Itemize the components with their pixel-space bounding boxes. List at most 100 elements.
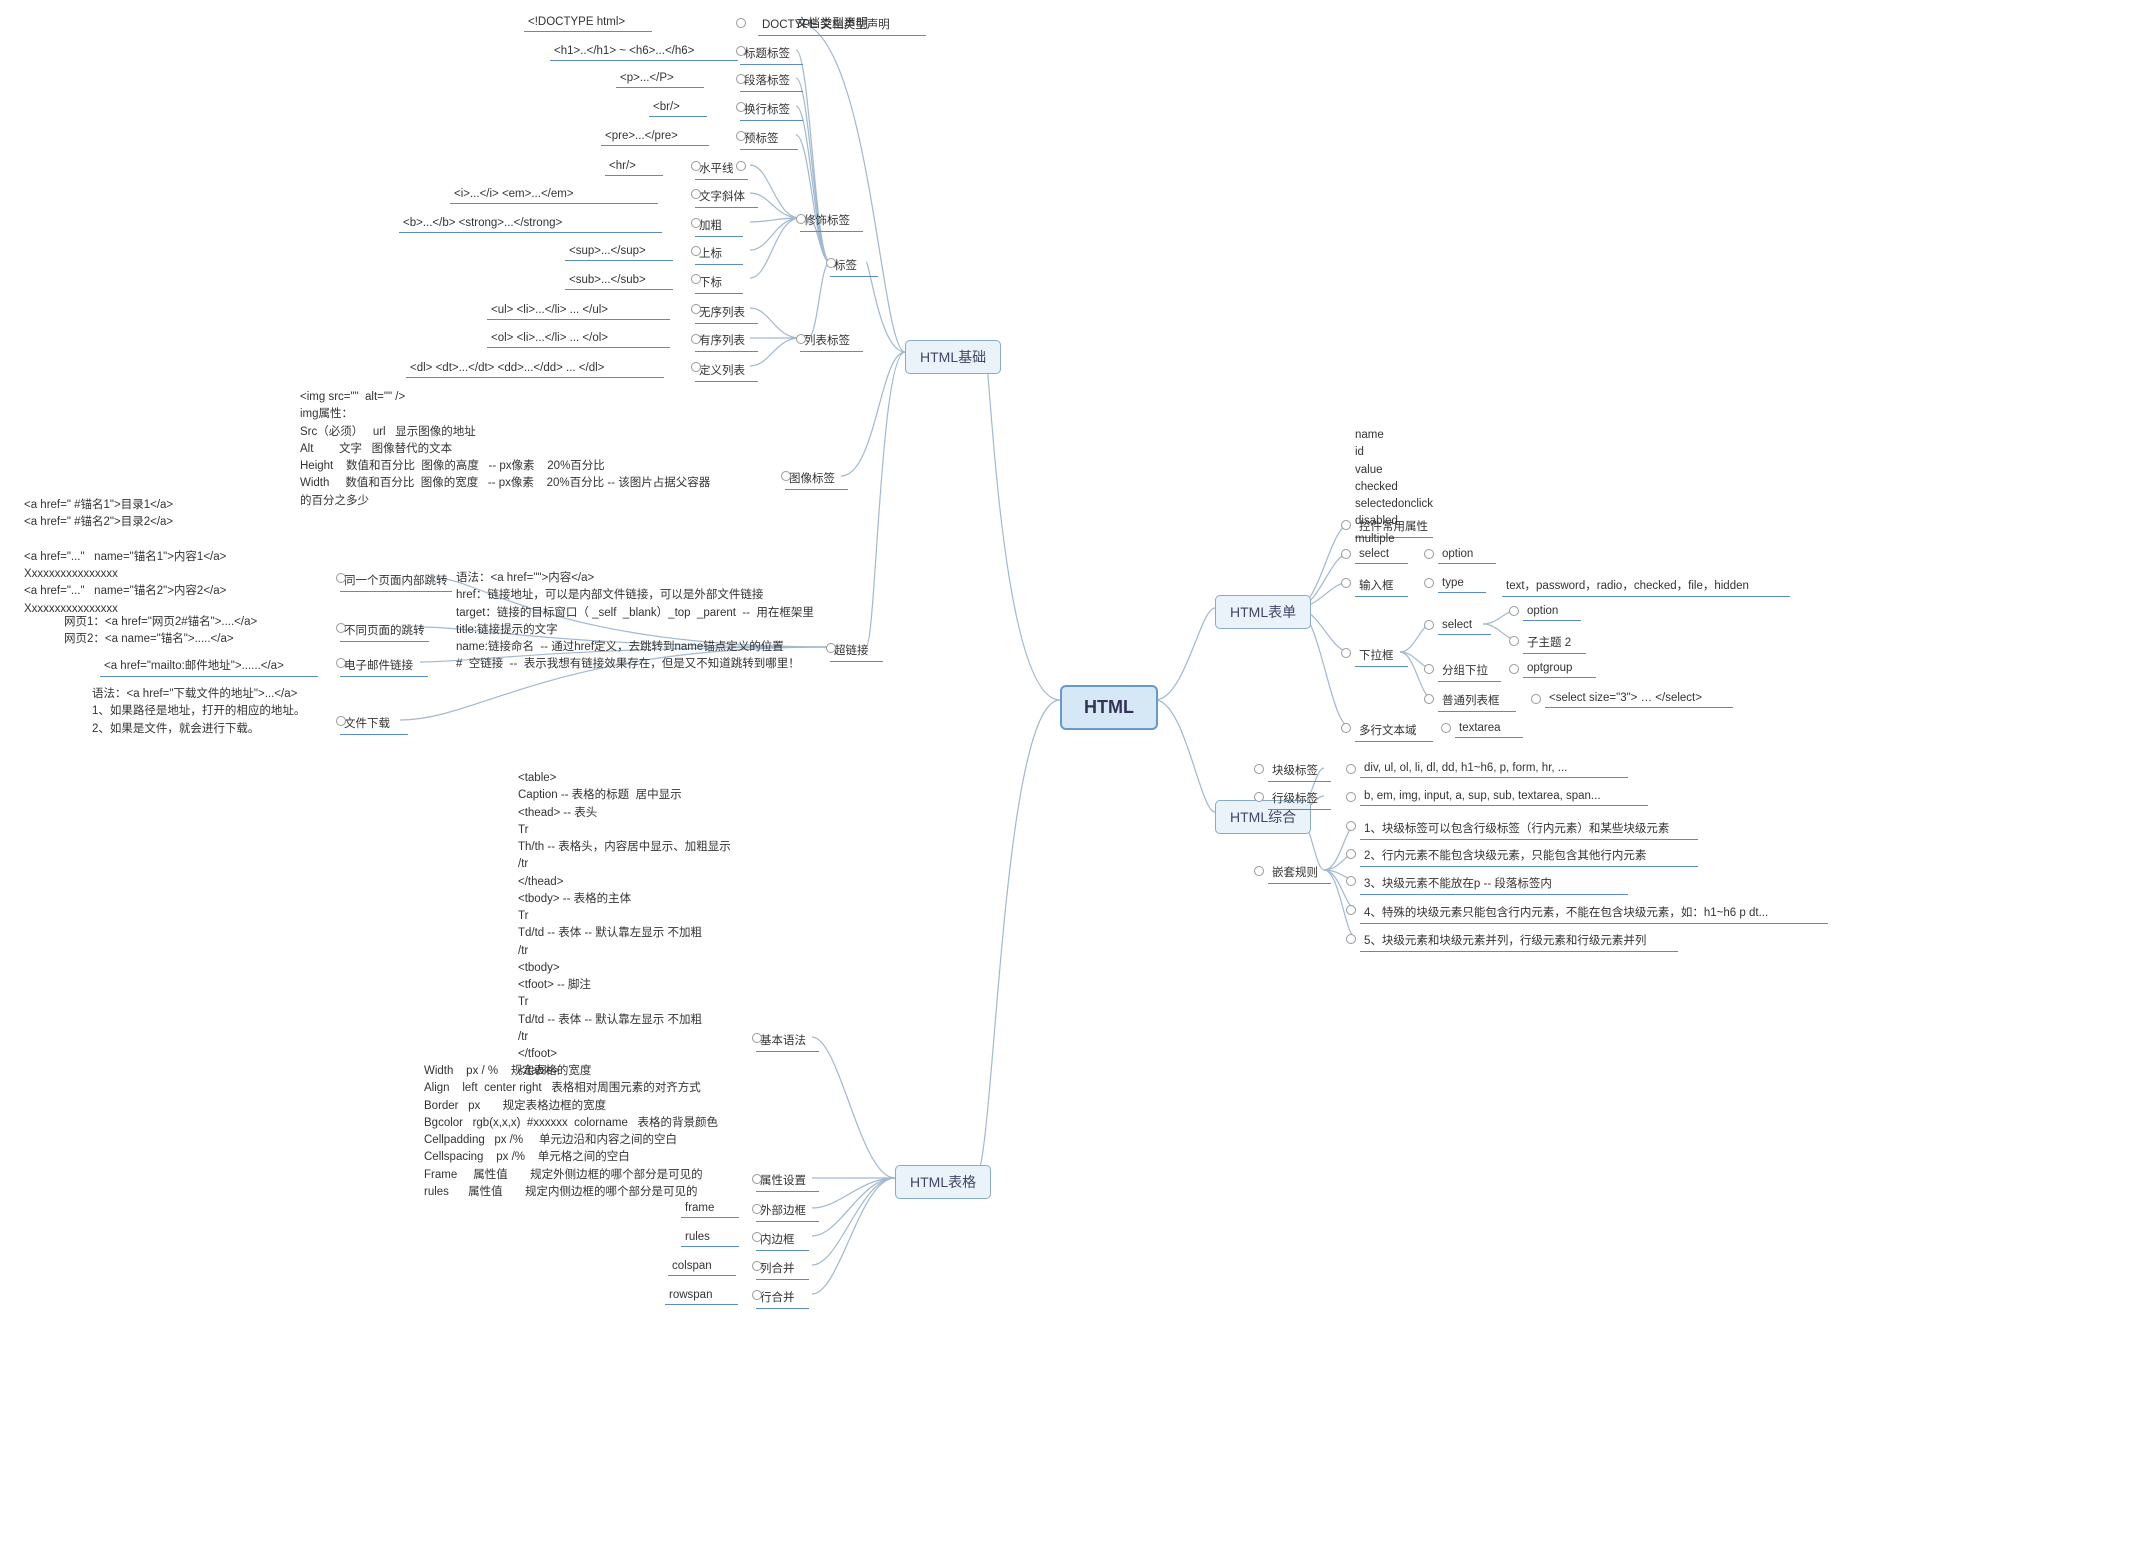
collapse-marker-30[interactable] (1341, 549, 1351, 559)
leaf-61[interactable]: 多行文本域 (1355, 720, 1433, 742)
leaf-35[interactable]: <a href="mailto:邮件地址">......</a> (100, 655, 318, 677)
leaf-25[interactable]: <ul> <li>...</li> ... </ul> (487, 302, 670, 320)
leaf-5[interactable]: <h1>..</h1> ~ <h6>...</h6> (550, 43, 738, 61)
leaf-42[interactable]: rules (681, 1229, 739, 1247)
leaf-65[interactable]: 行级标签 (1268, 788, 1331, 810)
leaf-14[interactable]: <hr/> (605, 158, 663, 176)
leaf-66[interactable]: b, em, img, input, a, sup, sub, textarea… (1360, 788, 1648, 806)
branch-b1[interactable]: HTML基础 (905, 340, 1001, 374)
leaf-32[interactable]: 同一个页面内部跳转 (340, 570, 452, 592)
collapse-marker-34[interactable] (1424, 549, 1434, 559)
root-node[interactable]: HTML (1060, 685, 1158, 730)
leaf-15[interactable]: 文字斜体 (695, 186, 758, 208)
collapse-marker-19[interactable] (336, 573, 346, 583)
collapse-marker-49[interactable] (1346, 821, 1356, 831)
collapse-marker-24[interactable] (752, 1174, 762, 1184)
collapse-marker-18[interactable] (826, 643, 836, 653)
leaf-33[interactable]: 不同页面的跳转 (340, 620, 429, 642)
collapse-marker-45[interactable] (1254, 792, 1264, 802)
collapse-marker-36[interactable] (1424, 620, 1434, 630)
leaf-34[interactable]: 电子邮件链接 (340, 655, 428, 677)
collapse-marker-2[interactable] (736, 74, 746, 84)
collapse-marker-7[interactable] (691, 189, 701, 199)
leaf-16[interactable]: <i>...</i> <em>...</em> (450, 186, 658, 204)
collapse-marker-11[interactable] (796, 214, 806, 224)
leaf-68[interactable]: 1、块级标签可以包含行级标签（行内元素）和某些块级元素 (1360, 818, 1698, 840)
leaf-46[interactable]: rowspan (665, 1287, 738, 1305)
collapse-marker-27[interactable] (752, 1261, 762, 1271)
leaf-20[interactable]: <sup>...</sup> (565, 243, 673, 261)
collapse-marker-6[interactable] (691, 161, 701, 171)
collapse-marker-32[interactable] (1341, 648, 1351, 658)
collapse-marker-47[interactable] (1346, 764, 1356, 774)
collapse-marker-12[interactable] (796, 334, 806, 344)
leaf-37[interactable]: 基本语法 (756, 1030, 819, 1052)
leaf-18[interactable]: <b>...</b> <strong>...</strong> (399, 215, 662, 233)
collapse-marker-37[interactable] (1424, 664, 1434, 674)
leaf-6[interactable]: 段落标签 (740, 70, 803, 92)
leaf-72[interactable]: 5、块级元素和块级元素并列，行级元素和行级元素并列 (1360, 930, 1678, 952)
leaf-7[interactable]: <p>...</P> (616, 70, 704, 88)
collapse-marker-14[interactable] (691, 304, 701, 314)
collapse-marker-3[interactable] (736, 102, 746, 112)
leaf-1[interactable]: <!DOCTYPE html> (524, 14, 652, 32)
collapse-marker-23[interactable] (752, 1033, 762, 1043)
leaf-48[interactable]: select (1355, 546, 1408, 564)
leaf-51[interactable]: type (1438, 575, 1486, 593)
leaf-64[interactable]: div, ul, ol, li, dl, dd, h1~h6, p, form,… (1360, 760, 1628, 778)
collapse-marker-50[interactable] (1346, 849, 1356, 859)
collapse-marker-25[interactable] (752, 1204, 762, 1214)
collapse-marker-44[interactable] (1254, 764, 1264, 774)
leaf-24[interactable]: 无序列表 (695, 302, 758, 324)
leaf-29[interactable]: <dl> <dt>...</dt> <dd>...</dd> ... </dl> (406, 360, 664, 378)
leaf-27[interactable]: <ol> <li>...</li> ... </ol> (487, 330, 670, 348)
collapse-marker-31[interactable] (1341, 578, 1351, 588)
leaf-67[interactable]: 嵌套规则 (1268, 862, 1331, 884)
collapse-marker-35[interactable] (1424, 578, 1434, 588)
leaf-3[interactable]: 标签 (830, 255, 878, 277)
leaf-40[interactable]: frame (681, 1200, 739, 1218)
collapse-marker-46[interactable] (1254, 866, 1264, 876)
leaf-8[interactable]: 换行标签 (740, 99, 803, 121)
collapse-marker-39[interactable] (1509, 606, 1519, 616)
collapse-marker-29[interactable] (1341, 520, 1351, 530)
collapse-marker-40[interactable] (1509, 636, 1519, 646)
collapse-marker-10[interactable] (691, 274, 701, 284)
collapse-marker-0[interactable] (736, 18, 746, 28)
collapse-marker-51[interactable] (1346, 876, 1356, 886)
leaf-52[interactable]: text，password，radio，checked，file，hidden (1502, 575, 1790, 597)
collapse-marker-26[interactable] (752, 1232, 762, 1242)
collapse-marker-15[interactable] (691, 334, 701, 344)
leaf-71[interactable]: 4、特殊的块级元素只能包含行内元素，不能在包含块级元素，如：h1~h6 p dt… (1360, 902, 1828, 924)
collapse-marker-28[interactable] (752, 1290, 762, 1300)
collapse-marker-8[interactable] (691, 218, 701, 228)
leaf-26[interactable]: 有序列表 (695, 330, 758, 352)
leaf-58[interactable]: optgroup (1523, 660, 1596, 678)
collapse-marker-9[interactable] (691, 246, 701, 256)
leaf-54[interactable]: select (1438, 617, 1491, 635)
leaf-43[interactable]: 列合并 (756, 1258, 809, 1280)
leaf-70[interactable]: 3、块级元素不能放在p -- 段落标签内 (1360, 873, 1628, 895)
collapse-marker-42[interactable] (1531, 694, 1541, 704)
branch-b4[interactable]: HTML表格 (895, 1165, 991, 1199)
collapse-marker-53[interactable] (1346, 934, 1356, 944)
leaf-12[interactable]: 修饰标签 (800, 210, 863, 232)
collapse-marker-20[interactable] (336, 623, 346, 633)
collapse-marker-33[interactable] (1341, 723, 1351, 733)
leaf-22[interactable]: <sub>...</sub> (565, 272, 673, 290)
leaf-41[interactable]: 内边框 (756, 1229, 809, 1251)
leaf-57[interactable]: 分组下拉 (1438, 660, 1501, 682)
branch-b2[interactable]: HTML表单 (1215, 595, 1311, 629)
leaf-17[interactable]: 加粗 (695, 215, 743, 237)
collapse-marker-52[interactable] (1346, 905, 1356, 915)
collapse-marker-43[interactable] (1441, 723, 1451, 733)
leaf-31[interactable]: 超链接 (830, 640, 883, 662)
collapse-marker-41[interactable] (1509, 664, 1519, 674)
leaf-45[interactable]: 行合并 (756, 1287, 809, 1309)
leaf-11[interactable]: <pre>...</pre> (601, 128, 709, 146)
leaf-62[interactable]: textarea (1455, 720, 1523, 738)
leaf-55[interactable]: option (1523, 603, 1581, 621)
leaf-36[interactable]: 文件下载 (340, 713, 408, 735)
leaf-38[interactable]: 属性设置 (756, 1170, 819, 1192)
collapse-marker-1[interactable] (736, 46, 746, 56)
